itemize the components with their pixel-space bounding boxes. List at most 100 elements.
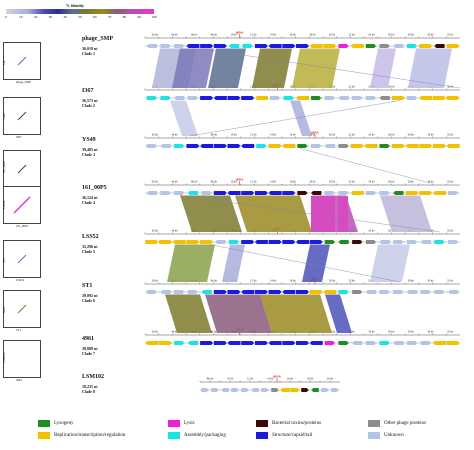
homology-ribbon [172, 48, 214, 88]
gene-arrow [311, 96, 322, 100]
homology-ribbon [170, 100, 198, 136]
legend-swatch [38, 432, 50, 439]
homology-ribbon [252, 48, 292, 88]
gene-arrow [282, 144, 296, 148]
gene-arrow [393, 290, 404, 294]
gene-arrow [213, 191, 227, 195]
gene-arrow [251, 388, 259, 392]
gene-arrow [187, 341, 199, 345]
gene-arrow [434, 44, 445, 48]
gene-arrow [282, 341, 296, 345]
phage-name: LSS52 [82, 234, 99, 240]
legend-item: Other phage proteins [368, 420, 426, 427]
gene-arrow [213, 290, 227, 294]
kb-tick-label: 20 kb [329, 34, 336, 37]
dotplot-diagonal [17, 111, 27, 121]
gene-arrow [391, 144, 405, 148]
dotplot-match [17, 304, 27, 314]
gene-arrow [365, 240, 377, 244]
gene-arrow [256, 144, 267, 148]
legend-swatch [38, 420, 50, 427]
kb-tick-label: 20 kb [329, 86, 336, 89]
phage-clade: Clade 4 [82, 200, 95, 205]
homology-ribbon [292, 48, 340, 88]
homology-ribbon [205, 294, 272, 333]
gene-arrow [200, 44, 214, 48]
gene-arrow [228, 240, 240, 244]
kb-tick-label: 24 kb [368, 230, 375, 233]
kb-tick-label: 24 kb [368, 331, 375, 334]
legend-swatch [368, 432, 380, 439]
gene-arrow [448, 240, 459, 244]
phage-meta: 35,296 nt Clade 5 [82, 244, 98, 254]
kb-tick-label: 22 kb [349, 86, 356, 89]
gene-arrow [432, 341, 446, 345]
phage-clade: Clade 5 [82, 249, 95, 254]
legend-item: Unknown [368, 432, 404, 439]
gene-arrow [254, 191, 268, 195]
gene-arrow [446, 44, 460, 48]
gene-arrow [261, 388, 269, 392]
kb-tick-label: 6k kb [191, 34, 198, 37]
gene-arrow [379, 240, 390, 244]
dotplot-x-label: 4961 [16, 378, 22, 382]
dotplot-x-label: I367 [16, 135, 22, 139]
homology-ribbon [208, 48, 246, 88]
legend-swatch [256, 420, 268, 427]
homology-ribbon [165, 294, 212, 333]
gene-arrow [295, 44, 310, 48]
kb-tick-label: 6k kb [191, 181, 198, 184]
gene-arrow [254, 240, 268, 244]
gene-arrow [200, 240, 214, 244]
gene-arrow [365, 290, 377, 294]
gene-arrow [297, 191, 308, 195]
gene-arrow [311, 388, 319, 392]
gene-arrow [241, 290, 255, 294]
gene-arrow [187, 191, 199, 195]
kb-tick-label: 20 kb [329, 280, 336, 283]
kb-tick-label: 14 kb [270, 134, 277, 137]
gene-arrow [282, 290, 296, 294]
gene-arrow [227, 96, 241, 100]
homology-ribbon [370, 244, 410, 282]
phage-meta: 39,405 nt Clade 3 [82, 147, 98, 157]
phage-size: 35,296 nt [82, 244, 98, 249]
kb-tick-label: 26 kb [388, 34, 395, 37]
kb-tick-label: 8k kb [211, 331, 218, 334]
gene-arrow [338, 240, 349, 244]
trna-label: tRNA [236, 31, 244, 35]
kb-tick-label: 20 kb [329, 331, 336, 334]
gene-arrow [350, 144, 364, 148]
gene-arrow [420, 240, 431, 244]
homology-ribbon [370, 48, 396, 88]
legend-swatch [368, 420, 380, 427]
identity-tick: 60 [93, 15, 97, 19]
gene-arrow [145, 240, 159, 244]
gene-arrow [201, 388, 209, 392]
gene-arrow [295, 290, 310, 294]
gene-arrow [420, 290, 431, 294]
dotplot-x-label: 161_00P5 [16, 224, 29, 228]
homology-ribbon [325, 294, 352, 333]
dotplot-6: LSM102 4961 [2, 340, 41, 382]
kb-tick-label: 14 kb [270, 280, 277, 283]
homology-ribbon [235, 195, 312, 232]
legend-label: Other phage proteins [384, 421, 426, 426]
kb-tick-label: 24 kb [368, 134, 375, 137]
kb-tick-label: 8k kb [207, 378, 214, 381]
legend-label: Assembly/packaging [184, 433, 226, 438]
gene-arrow [309, 290, 323, 294]
gene-arrow [241, 144, 255, 148]
phage-name: phage_SMP [82, 36, 114, 42]
gene-arrow [350, 44, 364, 48]
gene-arrow [338, 341, 349, 345]
gene-arrow [309, 341, 323, 345]
legend-label: Unknown [384, 433, 404, 438]
phage-name: 161_00P5 [82, 185, 107, 191]
legend-label: Lysogeny [54, 421, 74, 426]
kb-tick-label: 28 kb [408, 134, 415, 137]
kb-tick-label: 16 kb [290, 181, 297, 184]
gene-arrow [201, 290, 212, 294]
kb-tick-label: 26 kb [388, 86, 395, 89]
gene-arrow [146, 96, 157, 100]
